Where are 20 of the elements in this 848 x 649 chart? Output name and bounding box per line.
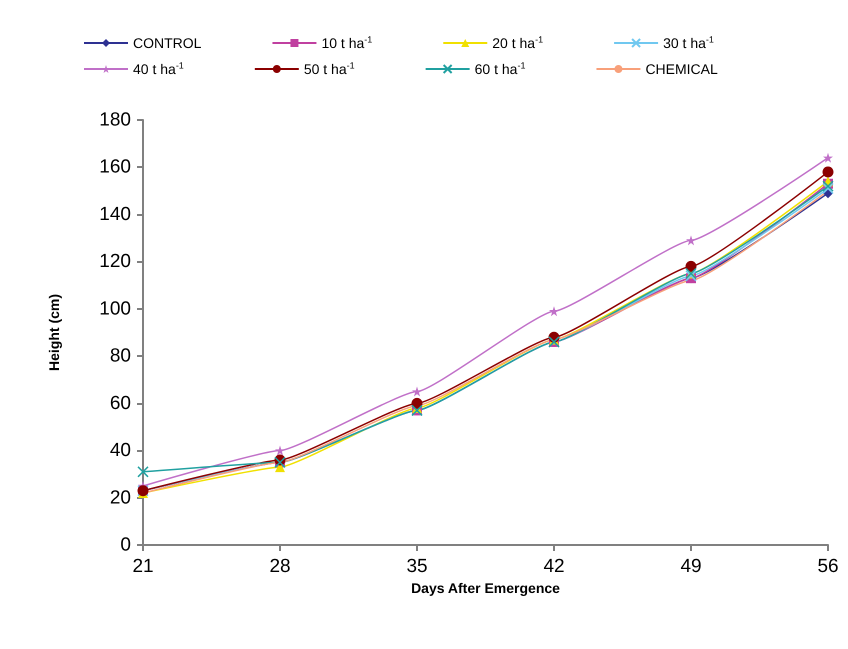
y-tick-label: 140 bbox=[99, 204, 131, 225]
x-tick-label: 21 bbox=[132, 556, 154, 577]
x-axis-title: Days After Emergence bbox=[411, 580, 560, 596]
x-tick-label: 35 bbox=[406, 556, 428, 577]
y-tick-label: 100 bbox=[99, 298, 131, 320]
y-tick-label: 160 bbox=[99, 156, 131, 178]
y-axis-title: Height (cm) bbox=[46, 294, 62, 371]
y-tick-label: 120 bbox=[99, 251, 131, 272]
y-tick-label: 80 bbox=[110, 346, 131, 367]
legend-label: CHEMICAL bbox=[645, 61, 718, 77]
x-tick-label: 56 bbox=[817, 556, 839, 577]
y-tick-label: 0 bbox=[120, 534, 131, 556]
y-tick-label: 20 bbox=[110, 487, 131, 508]
y-tick-label: 60 bbox=[110, 392, 131, 414]
y-tick-label: 40 bbox=[110, 440, 131, 462]
legend-label: CONTROL bbox=[133, 35, 202, 51]
x-tick-label: 42 bbox=[543, 556, 565, 577]
x-tick-label: 49 bbox=[680, 556, 702, 577]
y-tick-label: 180 bbox=[99, 110, 131, 130]
x-tick-label: 28 bbox=[269, 556, 291, 577]
